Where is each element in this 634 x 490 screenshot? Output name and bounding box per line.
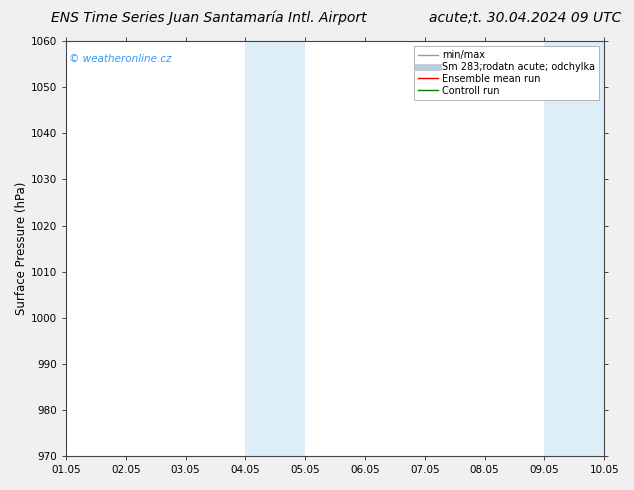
Y-axis label: Surface Pressure (hPa): Surface Pressure (hPa) [15, 182, 28, 315]
Text: ENS Time Series Juan Santamaría Intl. Airport: ENS Time Series Juan Santamaría Intl. Ai… [51, 11, 366, 25]
Bar [245, 41, 305, 456]
Text: © weatheronline.cz: © weatheronline.cz [68, 54, 171, 64]
Bar [545, 41, 604, 456]
Text: acute;t. 30.04.2024 09 UTC: acute;t. 30.04.2024 09 UTC [429, 11, 621, 25]
Legend: min/max, Sm 283;rodatn acute; odchylka, Ensemble mean run, Controll run: min/max, Sm 283;rodatn acute; odchylka, … [414, 46, 599, 99]
